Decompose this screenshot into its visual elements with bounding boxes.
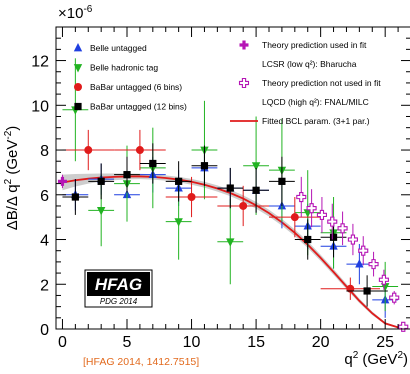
legend: Belle untagged Belle hadronic tag BaBar un… [73,40,381,126]
legend-marker [239,40,249,50]
data-point [251,162,261,171]
data-point [239,201,248,210]
data-point [278,177,286,185]
data-point [174,218,183,227]
legend-marker [74,83,82,91]
x-tick-label: 25 [376,334,394,351]
data-point [304,235,312,244]
data-point [226,184,234,192]
legend-marker [74,102,82,111]
x-tick-label: 5 [123,334,132,351]
data-point [346,284,355,293]
data-point [96,207,106,216]
legend-label: Fitted BCL param. (3+1 par.) [262,116,370,126]
legend-marker [73,43,83,52]
data-point [378,274,389,285]
data-point [368,259,379,270]
hfag-logo: HFAG PDG 2014 [84,269,153,308]
data-point [149,159,157,168]
y-tick-label: 0 [40,322,49,339]
data-point [380,283,390,292]
data-point [290,213,299,222]
citation: [HFAG 2014, 1412.7515] [83,356,199,368]
data-point [97,177,105,185]
legend-label: Theory prediction used in fit [262,40,367,50]
y-tick-label: 2 [40,277,49,294]
data-points-layer [57,58,409,332]
data-point [398,321,409,332]
data-point [175,177,183,185]
series-5 [296,176,409,332]
data-point [200,162,209,170]
data-point [187,193,196,202]
legend-label: Theory prediction not used in fit [262,78,381,88]
data-point [358,245,369,256]
logo-sub-text: PDG 2014 [100,297,138,306]
x-tick-label: 20 [312,334,330,351]
data-point [355,259,364,268]
data-point [252,186,260,194]
legend-label: BaBar untagged (6 bins) [90,82,182,92]
x-axis-label: q2 (GeV2) [344,350,408,368]
y-tick-label: 6 [40,188,49,205]
series-4 [57,174,67,189]
logo-background [87,272,150,296]
legend-marker [238,77,250,89]
legend-label: Belle hadronic tag [90,63,158,73]
data-point [306,203,317,214]
axis-ticks-layer: 0 5 10 15 20 25 0 2 4 6 8 10 12 [31,27,410,351]
y-tick-label: 12 [31,54,49,71]
legend-label: BaBar untagged (12 bins) [90,102,187,112]
data-point [57,176,67,186]
data-point [327,216,338,227]
data-point [347,234,358,245]
x-tick-label: 0 [58,334,67,351]
data-point [363,287,371,295]
data-point [226,238,235,247]
data-point [71,193,79,201]
data-point [329,233,338,241]
data-point [389,292,400,303]
y-tick-label: 8 [40,143,49,160]
legend-marker [73,64,83,73]
plot-frame [55,26,410,330]
y-tick-label: 4 [40,233,49,250]
data-point [316,209,327,220]
data-point [337,223,348,234]
y-multiplier: ×10-6 [58,4,93,22]
logo-main-text: HFAG [95,275,142,294]
data-point [135,146,144,155]
data-point [123,171,131,179]
legend-label: Belle untagged [90,43,147,53]
y-tick-label: 10 [31,98,49,115]
data-point [296,191,307,203]
x-tick-label: 15 [247,334,265,351]
legend-label: LQCD (high q²): FNAL/MILC [262,97,369,107]
y-axis-label: ΔB/Δ q2 (GeV-2) [3,126,21,231]
legend-label: LCSR (low q²): Bharucha [262,59,357,69]
x-tick-label: 10 [183,334,201,351]
data-point [84,146,93,155]
